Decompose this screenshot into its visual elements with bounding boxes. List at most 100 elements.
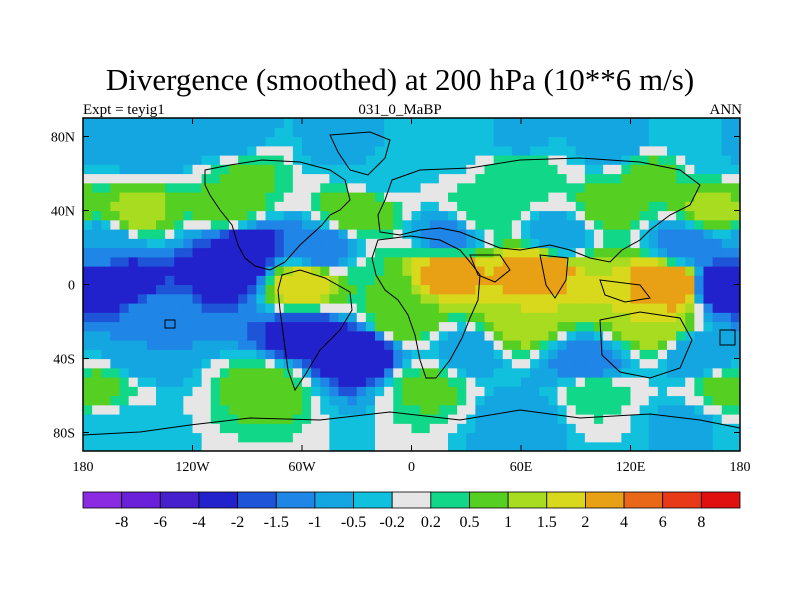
field-cell (703, 229, 714, 239)
field-cell (457, 275, 467, 286)
field-cell (183, 377, 194, 387)
field-cell (685, 275, 695, 286)
field-cell (676, 358, 686, 369)
colorbar-label: 8 (697, 514, 705, 531)
field-cell (201, 210, 212, 221)
field-cell (311, 349, 321, 360)
field-cell (448, 238, 458, 249)
field-cell (429, 414, 440, 424)
field-cell (730, 201, 740, 212)
field-cell (402, 423, 413, 434)
field-cell (219, 340, 230, 350)
field-cell (621, 192, 632, 202)
field-cell (274, 118, 285, 128)
field-cell (365, 145, 376, 156)
field-cell (356, 164, 367, 175)
field-cell (639, 367, 650, 378)
field-cell (365, 423, 376, 434)
field-cell (630, 136, 641, 147)
field-cell (256, 423, 267, 434)
field-cell (475, 377, 486, 387)
field-cell (247, 386, 257, 397)
field-cell (438, 358, 449, 369)
field-cell (411, 414, 422, 424)
field-cell (256, 275, 267, 286)
field-cell (639, 395, 650, 406)
field-cell (676, 330, 686, 341)
field-cell (201, 432, 212, 443)
field-cell (411, 284, 422, 295)
field-cell (621, 404, 632, 415)
field-cell (594, 441, 604, 451)
field-cell (311, 256, 321, 267)
field-cell (210, 321, 221, 332)
field-cell (402, 275, 413, 286)
field-cell (685, 395, 695, 406)
field-cell (92, 164, 102, 175)
field-cell (393, 238, 403, 249)
field-cell (530, 404, 540, 415)
field-cell (292, 284, 303, 295)
field-cell (292, 182, 303, 193)
field-cell (365, 349, 376, 360)
field-cell (667, 164, 677, 175)
field-cell (92, 247, 102, 258)
field-cell (475, 432, 486, 443)
field-cell (338, 367, 349, 378)
field-cell (584, 229, 595, 239)
field-cell (557, 321, 568, 332)
field-cell (484, 164, 495, 175)
field-cell (712, 367, 723, 378)
field-cell (265, 293, 276, 304)
field-cell (548, 127, 559, 138)
field-cell (548, 330, 559, 341)
field-cell (201, 256, 212, 267)
field-cell (420, 330, 431, 341)
field-cell (210, 386, 221, 397)
field-cell (320, 386, 330, 397)
field-cell (603, 404, 613, 415)
field-cell (712, 173, 723, 184)
field-cell (128, 118, 139, 128)
field-cell (347, 247, 358, 258)
field-cell (594, 145, 604, 156)
field-cell (356, 155, 367, 165)
field-cell (548, 192, 559, 202)
field-cell (311, 238, 321, 249)
field-cell (311, 127, 321, 138)
field-cell (302, 321, 312, 332)
field-cell (557, 414, 568, 424)
field-cell (101, 432, 111, 443)
field-cell (156, 312, 166, 323)
field-cell (539, 229, 549, 239)
field-cell (521, 303, 531, 313)
field-cell (676, 136, 686, 147)
field-cell (575, 404, 586, 415)
field-cell (657, 349, 668, 360)
field-cell (539, 358, 549, 369)
field-cell (466, 441, 476, 451)
field-cell (466, 229, 476, 239)
field-cell (247, 312, 257, 323)
field-cell (566, 173, 577, 184)
field-cell (584, 173, 595, 184)
field-cell (311, 192, 321, 202)
field-cell (183, 145, 194, 156)
field-cell (639, 441, 650, 451)
field-cell (283, 330, 294, 341)
field-cell (621, 182, 632, 193)
field-cell (393, 192, 403, 202)
field-cell (101, 247, 111, 258)
field-cell (183, 284, 194, 295)
field-cell (365, 256, 376, 267)
field-cell (420, 377, 431, 387)
field-cell (201, 266, 212, 276)
field-cell (511, 118, 522, 128)
field-cell (137, 136, 148, 147)
field-cell (146, 145, 157, 156)
field-cell (438, 155, 449, 165)
field-cell (420, 441, 431, 451)
field-cell (311, 219, 321, 230)
field-cell (557, 377, 568, 387)
field-cell (219, 145, 230, 156)
